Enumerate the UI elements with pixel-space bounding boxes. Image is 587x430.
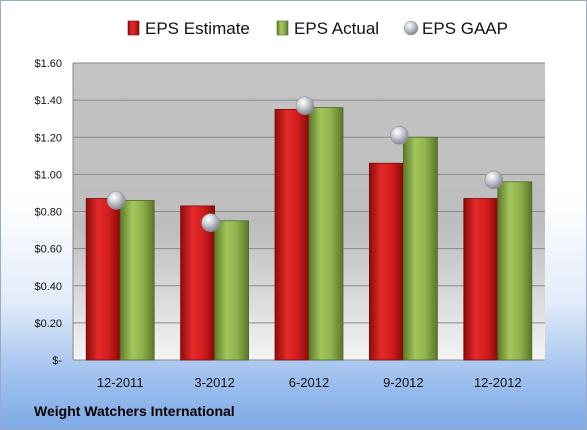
point-eps-gaap — [484, 170, 504, 190]
y-axis-ticks: $- $0.20 $0.40 $0.60 $0.80 $1.00 $1.20 $1.40 $1.… — [34, 58, 62, 367]
bar-eps-actual — [497, 181, 533, 361]
bar-eps-estimate — [274, 109, 310, 361]
company-name: Weight Watchers International — [34, 403, 235, 419]
bars — [85, 107, 533, 361]
bar-eps-actual — [119, 199, 155, 361]
bar-eps-actual — [214, 220, 250, 361]
legend-swatch-eps-gaap — [403, 20, 419, 36]
point-eps-gaap — [295, 96, 315, 115]
y-tick-label: $1.00 — [34, 169, 62, 181]
point-eps-gaap — [106, 191, 126, 210]
y-tick-label: $1.20 — [34, 132, 62, 144]
bar-eps-actual — [308, 107, 344, 361]
x-tick-label: 12-2011 — [97, 375, 144, 390]
legend-swatch-eps-estimate — [127, 20, 140, 36]
legend-label: EPS GAAP — [422, 19, 508, 38]
y-tick-label: $0.60 — [34, 244, 62, 256]
bar-eps-estimate — [368, 162, 404, 361]
legend-label: EPS Estimate — [145, 19, 250, 38]
bar-eps-actual — [402, 136, 438, 361]
x-tick-label: 9-2012 — [383, 375, 423, 390]
y-tick-label: $0.80 — [34, 207, 62, 219]
y-tick-label: $0.20 — [34, 318, 62, 330]
y-tick-label: $- — [52, 355, 62, 367]
legend: EPS Estimate EPS Actual EPS GAAP — [127, 19, 508, 38]
legend-swatch-eps-actual — [276, 20, 289, 36]
x-axis-ticks: 12-2011 3-2012 6-2012 9-2012 12-2012 — [97, 375, 522, 390]
y-tick-label: $0.40 — [34, 281, 62, 293]
x-tick-label: 12-2012 — [474, 375, 522, 390]
point-eps-gaap — [201, 213, 220, 232]
x-tick-label: 3-2012 — [194, 375, 234, 390]
y-tick-label: $1.60 — [34, 58, 62, 70]
x-tick-label: 6-2012 — [289, 375, 329, 390]
point-eps-gaap — [390, 126, 409, 145]
y-tick-label: $1.40 — [34, 95, 62, 107]
bar-eps-estimate — [463, 198, 499, 361]
legend-label: EPS Actual — [294, 19, 379, 38]
gaap-points — [106, 96, 504, 232]
bar-eps-estimate — [85, 198, 121, 361]
